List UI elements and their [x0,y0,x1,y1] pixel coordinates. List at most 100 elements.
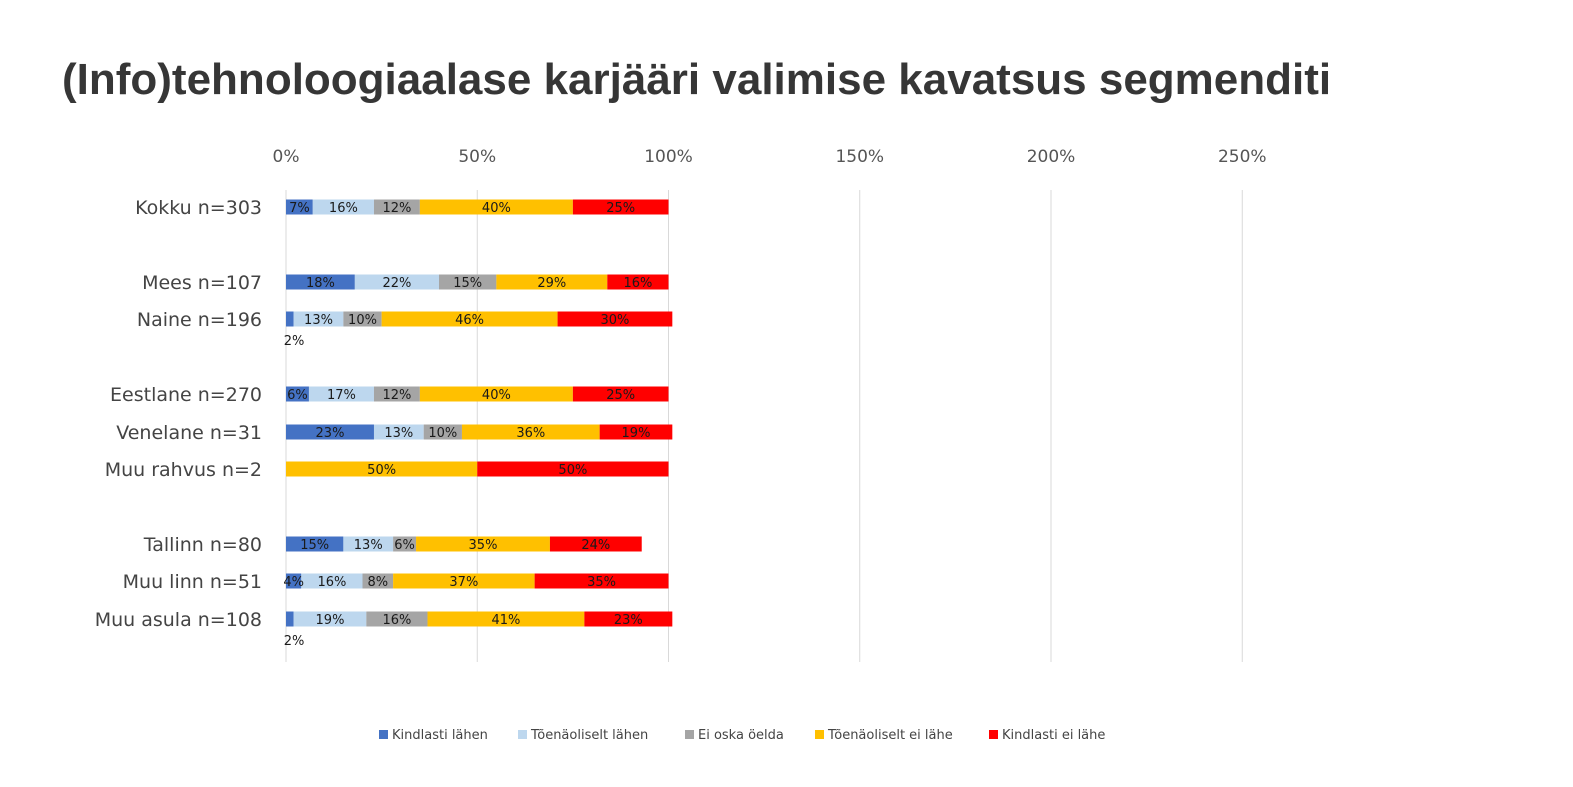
data-label: 16% [329,201,358,216]
bar-segment-t-en-oliselt-ei-l-he [416,536,550,552]
bar-segment-ei-oska-elda [373,199,420,215]
bar-segment-kindlasti-ei-l-he [557,311,673,327]
data-label: 35% [587,575,616,590]
data-label: 41% [491,613,520,628]
bar-segment-t-en-oliselt-l-hen [343,536,394,552]
x-tick-label: 250% [1218,147,1267,167]
bar-segment-ei-oska-elda [439,274,497,290]
legend-swatch-t-en-oliselt-l-hen [518,730,527,739]
data-label: 18% [306,276,335,291]
data-label: 12% [382,388,411,403]
bar-segment-kindlasti-l-hen [286,274,355,290]
data-label: 6% [394,538,415,553]
legend-label: Tõenäoliselt ei lähe [827,728,953,743]
x-axis-ticks: 0% 50% 100% 150% 200% 250% [273,147,1267,167]
bar-segment-t-en-oliselt-l-hen [373,424,424,440]
legend-label: Ei oska öelda [698,728,784,743]
category-label: Naine n=196 [137,309,262,331]
data-label: 46% [455,313,484,328]
page-title: (Info)tehnoloogiaalase karjääri valimise… [62,55,1332,104]
category-labels: Kokku n=303 Mees n=107 Naine n=196 Eestlane… [95,197,262,631]
data-label: 8% [367,575,388,590]
data-label: 50% [558,463,587,478]
bar-segment-kindlasti-ei-l-he [572,386,669,402]
category-label: Muu rahvus n=2 [105,459,262,481]
bar-segment-kindlasti-l-hen [286,199,313,215]
bar-segment-ei-oska-elda [366,611,428,627]
data-label: 50% [367,463,396,478]
data-label: 2% [284,634,305,649]
bars [286,199,673,627]
data-label: 19% [316,613,345,628]
data-label: 4% [283,575,304,590]
data-labels: 7% 16% 12% 40% 25% 18% 22% 15% 29% 16% 2% 13% 10% 46%… [283,201,652,649]
bar-segment-kindlasti-l-hen [286,611,294,627]
data-label: 16% [623,276,652,291]
x-tick-label: 150% [835,147,884,167]
bar-segment-kindlasti-l-hen [286,424,374,440]
legend: Kindlasti lähen Tõenäoliselt lähen Ei oska… [379,728,1105,743]
bar-segment-kindlasti-ei-l-he [549,536,642,552]
category-label: Venelane n=31 [116,422,262,444]
x-tick-label: 0% [273,147,300,167]
data-label: 13% [384,426,413,441]
bar-segment-t-en-oliselt-ei-l-he [393,573,535,589]
data-label: 17% [327,388,356,403]
bar-segment-kindlasti-ei-l-he [607,274,669,290]
bar-segment-kindlasti-l-hen [286,386,309,402]
data-label: 25% [606,201,635,216]
bar-segment-kindlasti-l-hen [286,311,294,327]
bar-segment-kindlasti-ei-l-he [572,199,669,215]
bar-segment-kindlasti-l-hen [286,536,344,552]
data-label: 13% [354,538,383,553]
bar-segment-kindlasti-ei-l-he [584,611,673,627]
data-label: 10% [348,313,377,328]
legend-label: Tõenäoliselt lähen [530,728,648,743]
legend-label: Kindlasti ei lähe [1002,728,1105,743]
category-label: Eestlane n=270 [110,384,262,406]
data-label: 13% [304,313,333,328]
bar-segment-t-en-oliselt-l-hen [293,311,344,327]
data-label: 15% [453,276,482,291]
bar-segment-t-en-oliselt-l-hen [308,386,374,402]
bar-segment-t-en-oliselt-ei-l-he [496,274,608,290]
bar-segment-t-en-oliselt-l-hen [293,611,367,627]
data-label: 29% [537,276,566,291]
data-label: 24% [581,538,610,553]
bar-segment-kindlasti-ei-l-he [534,573,669,589]
bar-segment-kindlasti-ei-l-he [477,461,669,477]
bar-segment-t-en-oliselt-ei-l-he [419,199,573,215]
data-label: 37% [449,575,478,590]
bar-segment-ei-oska-elda [393,536,417,552]
x-tick-label: 50% [458,147,496,167]
bar-segment-ei-oska-elda [343,311,382,327]
bar-segment-t-en-oliselt-ei-l-he [381,311,558,327]
data-label: 19% [622,426,651,441]
category-label: Kokku n=303 [135,197,262,219]
legend-swatch-kindlasti-l-hen [379,730,388,739]
data-label: 12% [382,201,411,216]
category-label: Muu linn n=51 [123,571,262,593]
category-label: Mees n=107 [142,272,262,294]
data-label: 30% [600,313,629,328]
bar-segment-kindlasti-l-hen [286,573,302,589]
data-label: 6% [287,388,308,403]
bar-segment-t-en-oliselt-ei-l-he [461,424,600,440]
bar-segment-t-en-oliselt-ei-l-he [419,386,573,402]
legend-swatch-kindlasti-ei-l-he [989,730,998,739]
bar-segment-ei-oska-elda [362,573,394,589]
bar-segment-ei-oska-elda [423,424,462,440]
data-label: 25% [606,388,635,403]
data-label: 7% [289,201,310,216]
data-label: 40% [482,388,511,403]
data-label: 2% [284,334,305,349]
category-label: Tallinn n=80 [143,534,262,556]
data-label: 22% [382,276,411,291]
bar-segment-t-en-oliselt-ei-l-he [427,611,585,627]
bar-segment-t-en-oliselt-l-hen [312,199,374,215]
legend-swatch-t-en-oliselt-ei-l-he [815,730,824,739]
legend-swatch-ei-oska-elda [685,730,694,739]
bar-segment-t-en-oliselt-l-hen [301,573,363,589]
data-label: 36% [516,426,545,441]
